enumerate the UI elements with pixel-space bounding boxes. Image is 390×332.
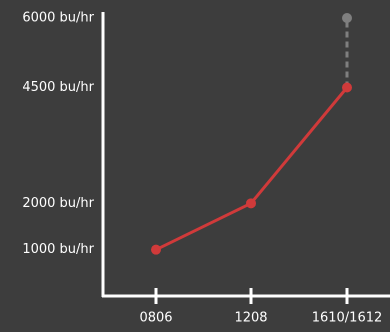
x-tick-label: 1208 xyxy=(234,311,267,326)
y-tick-label: 6000 bu/hr xyxy=(22,10,94,25)
y-tick-label: 1000 bu/hr xyxy=(22,242,94,257)
x-tick-label: 0806 xyxy=(139,311,172,326)
point xyxy=(246,198,256,209)
y-tick-label: 4500 bu/hr xyxy=(22,80,94,95)
line xyxy=(155,86,349,252)
y-tick-label: 2000 bu/hr xyxy=(22,196,94,211)
x-tick-label: 1610/1612 xyxy=(312,311,383,326)
point xyxy=(342,82,352,93)
point xyxy=(151,244,161,255)
target-point xyxy=(342,12,352,23)
